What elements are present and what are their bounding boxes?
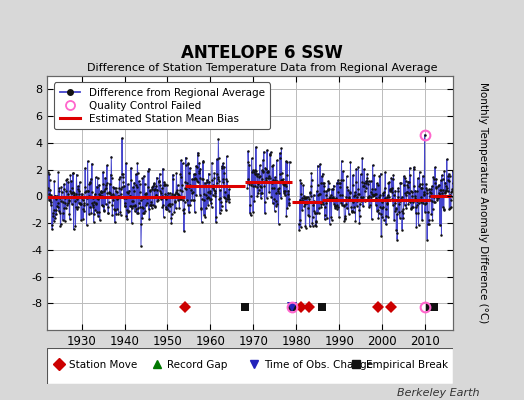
- Legend: Difference from Regional Average, Quality Control Failed, Estimated Station Mean: Difference from Regional Average, Qualit…: [54, 82, 270, 129]
- Text: Difference of Station Temperature Data from Regional Average: Difference of Station Temperature Data f…: [87, 63, 437, 73]
- Text: Station Move: Station Move: [70, 360, 138, 370]
- Text: Time of Obs. Change: Time of Obs. Change: [265, 360, 374, 370]
- Text: Record Gap: Record Gap: [167, 360, 227, 370]
- Text: ANTELOPE 6 SSW: ANTELOPE 6 SSW: [181, 44, 343, 62]
- Text: Empirical Break: Empirical Break: [366, 360, 448, 370]
- Y-axis label: Monthly Temperature Anomaly Difference (°C): Monthly Temperature Anomaly Difference (…: [477, 82, 487, 324]
- Text: Berkeley Earth: Berkeley Earth: [397, 388, 479, 398]
